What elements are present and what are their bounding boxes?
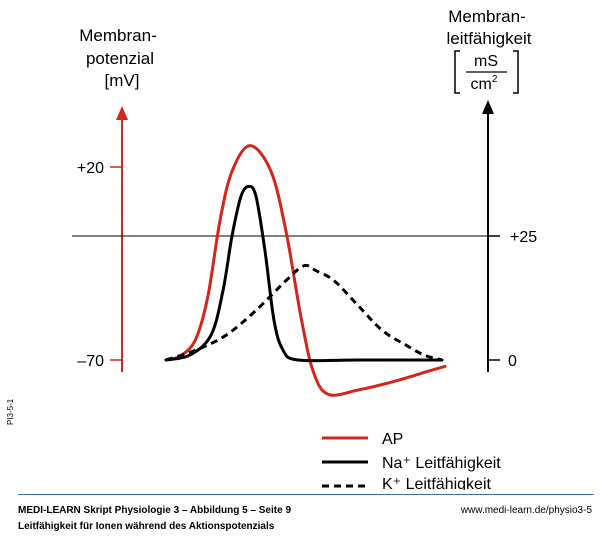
left-axis-label-line-1: Membran-: [79, 26, 156, 45]
unit-numerator: mS: [474, 53, 498, 70]
left-tick-label-plus20: +20: [77, 160, 104, 177]
legend-label-na: Na⁺ Leitfähigkeit: [382, 455, 501, 472]
left-axis-label-line-3: [mV]: [105, 71, 140, 90]
series-line-ap: [164, 144, 447, 397]
series-line-k: [165, 263, 443, 362]
footer-subtitle: Leitfähigkeit für Ionen während des Akti…: [18, 521, 275, 532]
footer-divider: [18, 494, 594, 495]
footer-title: MEDI-LEARN Skript Physiologie 3 – Abbild…: [18, 505, 292, 516]
unit-denominator-sup: 2: [492, 74, 498, 85]
series-line-na: [164, 184, 444, 363]
legend-label-k: K⁺ Leitfähigkeit: [382, 476, 492, 490]
right-tick-label-zero: 0: [508, 353, 517, 370]
figure-code: PI3-5-1: [6, 398, 15, 425]
unit-denominator: cm2: [471, 74, 498, 93]
right-axis-arrowhead: [482, 100, 494, 114]
chart: Membran- potenzial [mV] Membran- leitfäh…: [72, 7, 537, 490]
right-axis-label-line-2: leitfähigkeit: [446, 29, 531, 48]
footer-url[interactable]: www.medi-learn.de/physio3-5: [460, 505, 592, 516]
right-tick-label-plus25: +25: [510, 229, 537, 246]
right-axis-unit: mS cm2: [454, 50, 519, 94]
right-axis-label-line-1: Membran-: [448, 7, 525, 26]
legend: AP Na⁺ Leitfähigkeit K⁺ Leitfähigkeit: [322, 431, 501, 490]
left-axis-arrowhead: [116, 106, 128, 120]
left-axis-label-line-2: potenzial: [86, 49, 154, 68]
legend-label-ap: AP: [382, 431, 403, 448]
left-tick-label-minus70: –70: [77, 353, 104, 370]
